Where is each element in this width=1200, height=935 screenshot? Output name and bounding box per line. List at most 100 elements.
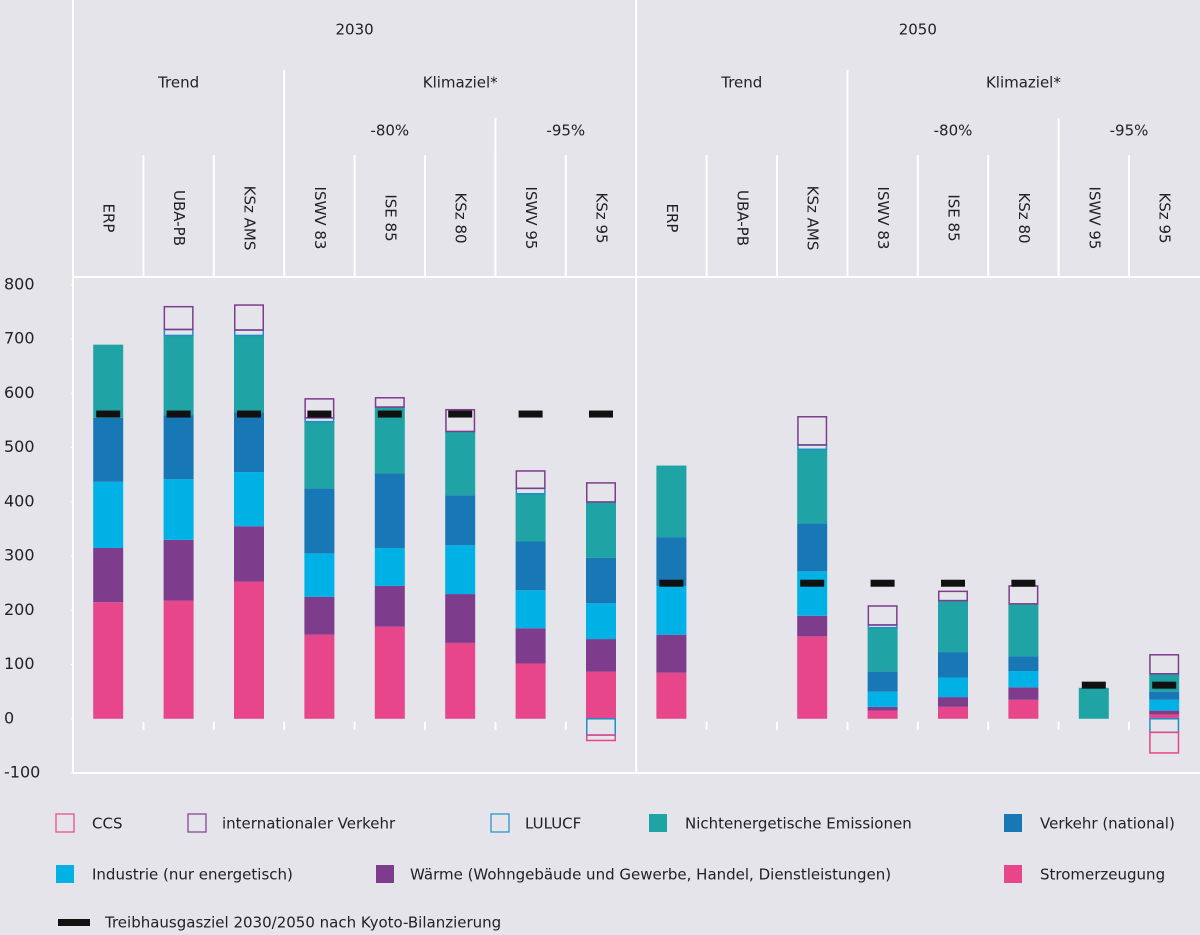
bar-segment xyxy=(1149,710,1180,715)
bar-segment xyxy=(93,602,124,719)
bar-segment xyxy=(304,634,335,719)
legend-label: Verkehr (national) xyxy=(1040,815,1175,833)
legend-swatch xyxy=(649,814,667,832)
bar-segment xyxy=(93,344,124,418)
legend-swatch xyxy=(56,865,74,883)
bar-segment xyxy=(515,470,546,490)
legend-swatch xyxy=(490,813,510,833)
bar-segment xyxy=(374,626,405,719)
bar-segment xyxy=(938,706,968,719)
bar-segment xyxy=(234,412,264,473)
bar-segment xyxy=(797,615,828,637)
bar-segment xyxy=(938,677,968,698)
bar-segment xyxy=(1149,731,1180,754)
bar-segment xyxy=(938,590,968,602)
bar-segment xyxy=(234,581,264,719)
category-label: ISWV 83 xyxy=(874,187,892,250)
bar-segment xyxy=(234,335,264,413)
bar-segment xyxy=(1149,691,1180,700)
target-marker xyxy=(96,410,121,418)
bar-segment xyxy=(374,585,405,627)
bar-segment xyxy=(1008,656,1039,672)
y-tick-label: 700 xyxy=(4,329,35,348)
category-label: KSz 80 xyxy=(1015,192,1033,243)
bar-segment xyxy=(304,553,335,597)
y-tick-label: 600 xyxy=(4,383,35,402)
bar-segment xyxy=(515,590,546,629)
scenario-label: Klimaziel* xyxy=(423,74,498,92)
target-marker xyxy=(518,410,543,418)
y-tick-label: 400 xyxy=(4,491,35,510)
bar-segment xyxy=(515,628,546,664)
bar-segment xyxy=(1149,699,1180,711)
category-label: UBA-PB xyxy=(170,190,188,246)
target-marker xyxy=(1011,579,1036,587)
category-label: ISWV 95 xyxy=(1085,187,1103,250)
bar-segment xyxy=(797,636,828,719)
target-marker xyxy=(237,410,261,418)
bar-segment xyxy=(797,523,828,572)
legend-swatch xyxy=(187,813,207,833)
bar-segment xyxy=(374,407,405,474)
legend-label: Treibhausgasziel 2030/2050 nach Kyoto-Bi… xyxy=(104,914,501,932)
target-label: -95% xyxy=(1110,122,1149,140)
bar-segment xyxy=(586,671,616,719)
bar-segment xyxy=(234,526,264,582)
bar-segment xyxy=(515,493,546,542)
bar-segment xyxy=(163,415,194,480)
bar-segment xyxy=(586,501,616,558)
bar-segment xyxy=(234,304,264,331)
target-marker xyxy=(166,410,191,418)
bar-segment xyxy=(445,545,476,595)
legend-label: Wärme (Wohngebäude und Gewerbe, Handel, … xyxy=(410,866,891,884)
bar-segment xyxy=(445,431,476,496)
y-tick-label: 0 xyxy=(4,708,14,727)
bar-segment xyxy=(163,600,194,719)
legend-label: LULUCF xyxy=(525,815,581,833)
bar-segment xyxy=(445,594,476,643)
category-label: KSz AMS xyxy=(804,186,822,251)
bar-segment xyxy=(163,335,194,416)
bar-segment xyxy=(867,671,898,692)
bar-segment xyxy=(445,408,476,433)
bar-segment xyxy=(867,691,898,707)
category-label: KSz 95 xyxy=(1156,192,1174,243)
legend-label: CCS xyxy=(92,815,122,833)
target-marker xyxy=(1081,681,1106,689)
y-tick-label: 800 xyxy=(4,275,35,294)
scenario-label: Trend xyxy=(720,74,762,92)
bar-segment xyxy=(867,627,898,672)
bar-segment xyxy=(586,639,616,672)
bar-segment xyxy=(797,571,828,616)
target-marker xyxy=(1152,681,1177,689)
target-marker xyxy=(307,410,332,418)
category-label: ISE 85 xyxy=(381,194,399,241)
legend-swatch xyxy=(1004,865,1022,883)
bar-segment xyxy=(1008,687,1039,700)
target-label: -80% xyxy=(370,122,409,140)
bar-segment xyxy=(586,482,616,503)
target-marker xyxy=(659,579,684,587)
bar-segment xyxy=(304,421,335,489)
bar-segment xyxy=(656,672,687,719)
bar-segment xyxy=(1078,687,1109,719)
legend-swatch xyxy=(1004,814,1022,832)
bar-segment xyxy=(93,481,124,548)
bar-segment xyxy=(515,663,546,719)
bar-segment xyxy=(163,479,194,540)
bar-segment xyxy=(374,397,405,408)
bar-segment xyxy=(867,710,898,719)
target-marker xyxy=(941,579,965,587)
bar-segment xyxy=(1008,671,1039,688)
target-marker xyxy=(589,410,613,418)
bar-segment xyxy=(938,600,968,653)
bar-segment xyxy=(445,495,476,546)
bar-segment xyxy=(656,465,687,538)
category-label: ERP xyxy=(100,204,118,233)
legend-label: Stromerzeugung xyxy=(1040,866,1165,884)
bar-segment xyxy=(163,305,194,331)
bar-segment xyxy=(1008,699,1039,719)
bar-segment xyxy=(1149,714,1180,719)
target-marker xyxy=(377,410,402,418)
